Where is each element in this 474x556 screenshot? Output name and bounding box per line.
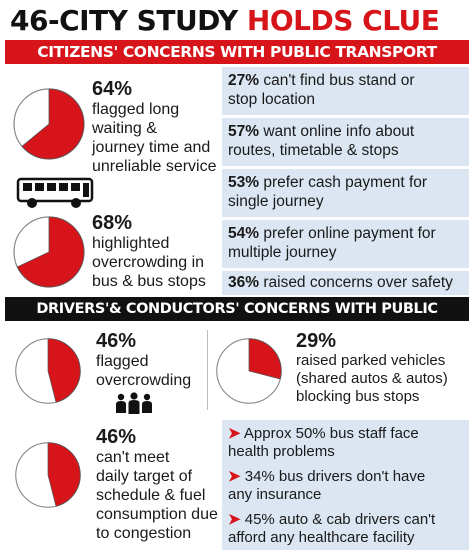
- bullet-line-2: any insurance: [228, 486, 322, 503]
- citizens-list-item: 54% prefer online payment for multiple j…: [222, 220, 469, 268]
- drivers-banner: DRIVERS'& CONDUCTORS' CONCERNS WITH PUBL…: [5, 297, 469, 341]
- stat-line: flagged long: [92, 101, 180, 118]
- citizens-list-panel: 27% can't find bus stand or stop locatio…: [222, 67, 469, 295]
- pie-chart-drivers-2: [214, 336, 284, 406]
- stat-percent: 46%: [96, 330, 137, 352]
- stat-line: flagged: [96, 353, 149, 370]
- stat-line: (shared autos & autos): [296, 370, 448, 387]
- item-percent: 27%: [228, 72, 260, 89]
- bullet-line: Approx 50% bus staff face: [240, 425, 419, 442]
- bullet-line: 45% auto & cab drivers can't: [240, 511, 436, 528]
- pie-slice: [248, 338, 282, 380]
- stat-line: bus & bus stops: [92, 273, 206, 290]
- stat-percent: 68%: [92, 212, 133, 234]
- pie-slice: [21, 88, 85, 160]
- citizens-list-item: 53% prefer cash payment for single journ…: [222, 169, 469, 217]
- pie-chart-drivers-3: [13, 440, 83, 510]
- pie-svg: [15, 442, 81, 508]
- stat-percent: 46%: [96, 426, 137, 448]
- drivers-stat-1: 46% flagged overcrowding: [96, 330, 191, 390]
- citizens-stat-2: 68% highlighted overcrowding in bus & bu…: [92, 212, 206, 291]
- stat-line: daily target of: [96, 468, 193, 485]
- people-group-icon: [113, 391, 155, 420]
- stat-line: schedule & fuel: [96, 487, 206, 504]
- pie-slice: [47, 442, 81, 507]
- stat-line: can't meet: [96, 449, 170, 466]
- stat-line: overcrowding in: [92, 254, 205, 271]
- arrow-icon: ➤: [228, 468, 241, 485]
- drivers-stat-3: 46% can't meet daily target of schedule …: [96, 426, 218, 543]
- item-percent: 54%: [228, 225, 260, 242]
- item-percent: 57%: [228, 123, 260, 140]
- item-text: can't find bus stand or: [259, 72, 415, 89]
- stat-line: journey time and: [92, 139, 211, 156]
- item-percent: 36%: [228, 274, 260, 291]
- bullet-line: 34% bus drivers don't have: [240, 468, 426, 485]
- item-percent: 53%: [228, 174, 260, 191]
- drivers-bullets-panel: ➤ Approx 50% bus staff face health probl…: [222, 420, 469, 550]
- stat-line: overcrowding: [96, 372, 192, 389]
- item-text: want online info about: [259, 123, 415, 140]
- stat-line: highlighted: [92, 235, 170, 252]
- arrow-icon: ➤: [228, 425, 241, 442]
- stat-percent: 29%: [296, 330, 337, 352]
- pie-svg: [13, 216, 85, 288]
- citizens-stat-1: 64% flagged long waiting & journey time …: [92, 78, 217, 176]
- item-text-2: multiple journey: [228, 244, 337, 261]
- drivers-stat-2: 29% raised parked vehicles (shared autos…: [296, 330, 448, 406]
- stat-line: consumption due: [96, 506, 218, 523]
- page-title: 46-CITY STUDY HOLDS CLUE: [10, 4, 440, 38]
- bullet-line-2: health problems: [228, 443, 335, 460]
- pie-svg: [15, 338, 81, 404]
- pie-chart-citizens-2: [11, 214, 87, 290]
- citizens-list-item: 57% want online info about routes, timet…: [222, 118, 469, 166]
- item-text: prefer cash payment for: [259, 174, 428, 191]
- bullet-item: ➤ 45% auto & cab drivers can't afford an…: [228, 511, 466, 547]
- stat-line: unreliable service: [92, 158, 217, 175]
- stat-line: blocking bus stops: [296, 388, 420, 405]
- pie-svg: [216, 338, 282, 404]
- citizens-banner: CITIZENS' CONCERNS WITH PUBLIC TRANSPORT: [5, 40, 469, 64]
- title-part2: HOLDS CLUE: [246, 4, 440, 37]
- arrow-icon: ➤: [228, 511, 241, 528]
- citizens-list-item: 36% raised concerns over safety: [222, 271, 469, 295]
- pie-chart-citizens-1: [11, 86, 87, 162]
- item-text-2: routes, timetable & stops: [228, 142, 399, 159]
- bullet-item: ➤ 34% bus drivers don't have any insuran…: [228, 468, 466, 504]
- bus-icon: [16, 176, 96, 215]
- bullet-line-2: afford any healthcare facility: [228, 529, 415, 546]
- item-text: prefer online payment for: [259, 225, 436, 242]
- section-divider: [207, 330, 208, 410]
- citizens-list-item: 27% can't find bus stand or stop locatio…: [222, 67, 469, 115]
- bullet-item: ➤ Approx 50% bus staff face health probl…: [228, 425, 466, 461]
- pie-svg: [13, 88, 85, 160]
- item-text-2: stop location: [228, 91, 316, 108]
- pie-chart-drivers-1: [13, 336, 83, 406]
- pie-slice: [16, 216, 85, 288]
- item-text: raised concerns over safety: [259, 274, 453, 291]
- item-text-2: single journey: [228, 193, 324, 210]
- pie-slice: [47, 338, 81, 403]
- stat-line: to congestion: [96, 525, 192, 542]
- stat-line: raised parked vehicles: [296, 352, 446, 369]
- title-part1: 46-CITY STUDY: [10, 4, 238, 37]
- stat-percent: 64%: [92, 78, 133, 100]
- stat-line: waiting &: [92, 120, 157, 137]
